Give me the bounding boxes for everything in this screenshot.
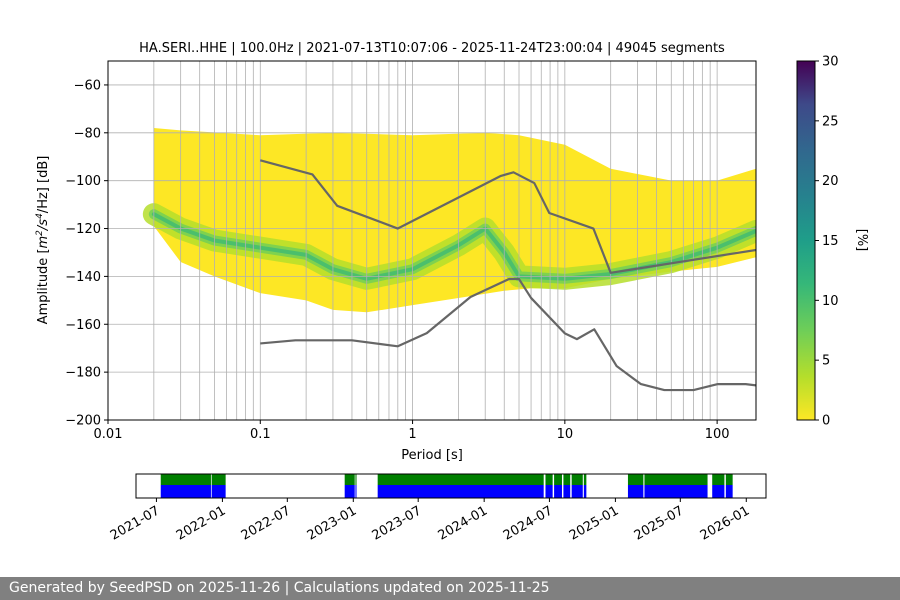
- timeline-psd-segment: [644, 474, 708, 485]
- colorbar-tick-label: 10: [822, 294, 839, 309]
- timeline-psd-segment: [554, 474, 562, 485]
- timeline-data-segment: [355, 485, 357, 498]
- y-axis-label: Amplitude [m2/s4/Hz] [dB]: [35, 156, 51, 325]
- data-availability-timeline: [160, 474, 733, 498]
- timeline-data-segment: [344, 485, 355, 498]
- timeline-psd-segment: [583, 474, 587, 485]
- density-envelope: [153, 128, 756, 313]
- timeline-psd-segment: [712, 474, 725, 485]
- y-tick-label: −100: [65, 174, 101, 189]
- x-tick-label: 0.01: [94, 427, 123, 442]
- timeline-data-segment: [545, 485, 553, 498]
- series-line-nhnm: [259, 159, 756, 274]
- colorbar-tick-label: 0: [822, 414, 830, 429]
- timeline-tick-label: 2023-01: [305, 503, 360, 543]
- timeline-data-segment: [627, 485, 644, 498]
- timeline-tick-label: 2024-01: [436, 503, 491, 543]
- timeline-psd-segment: [545, 474, 553, 485]
- y-tick-label: −80: [74, 126, 101, 141]
- footer-text: Generated by SeedPSD on 2025-11-26 | Cal…: [0, 577, 900, 600]
- psd-density-heatmap: [142, 128, 756, 313]
- timeline-tick-label: 2026-01: [698, 503, 753, 543]
- timeline-tick-label: 2023-07: [370, 503, 425, 543]
- timeline-psd-segment: [563, 474, 571, 485]
- timeline-psd-segment: [211, 474, 226, 485]
- x-tick-label: 0.1: [250, 427, 271, 442]
- plot-grid: [107, 61, 756, 421]
- series-line-nlnm: [260, 277, 756, 392]
- colorbar-label: [%]: [854, 229, 869, 252]
- chart-title: HA.SERI..HHE | 100.0Hz | 2021-07-13T10:0…: [139, 41, 725, 56]
- x-tick-label: 100: [705, 427, 730, 442]
- timeline-frame: [135, 473, 767, 499]
- timeline-data-segment: [211, 485, 226, 498]
- timeline-data-segment: [563, 485, 571, 498]
- timeline-data-segment: [377, 485, 544, 498]
- y-tick-label: −140: [65, 270, 101, 285]
- colorbar-tick-label: 25: [822, 114, 839, 129]
- timeline-data-segment: [725, 485, 733, 498]
- x-tick-label: 1: [408, 427, 416, 442]
- timeline-psd-segment: [725, 474, 733, 485]
- timeline-tick-label: 2022-01: [174, 503, 229, 543]
- timeline-psd-segment: [571, 474, 583, 485]
- timeline-psd-segment: [627, 474, 644, 485]
- timeline-data-segment: [712, 485, 725, 498]
- colorbar-tick-label: 30: [822, 55, 839, 70]
- timeline-tick-label: 2025-07: [632, 503, 687, 543]
- timeline-data-segment: [571, 485, 583, 498]
- colorbar-tick-label: 20: [822, 174, 839, 189]
- y-tick-label: −180: [65, 366, 101, 381]
- y-tick-label: −200: [65, 414, 101, 429]
- timeline-data-segment: [554, 485, 562, 498]
- x-tick-label: 10: [557, 427, 574, 442]
- x-axis-label: Period [s]: [401, 448, 463, 463]
- plot-frame: [107, 60, 757, 421]
- timeline-psd-segment: [355, 474, 357, 485]
- y-tick-label: −160: [65, 318, 101, 333]
- timeline-psd-segment: [377, 474, 544, 485]
- timeline-tick-label: 2025-01: [567, 503, 622, 543]
- timeline-data-segment: [160, 485, 211, 498]
- timeline-data-segment: [583, 485, 587, 498]
- colorbar-tick-label: 5: [822, 354, 830, 369]
- y-tick-label: −60: [74, 78, 101, 93]
- timeline-tick-label: 2022-07: [239, 503, 294, 543]
- y-tick-label: −120: [65, 222, 101, 237]
- colorbar-tick-label: 15: [822, 234, 839, 249]
- timeline-tick-label: 2021-07: [108, 503, 163, 543]
- timeline-psd-segment: [344, 474, 355, 485]
- colorbar: [796, 60, 816, 421]
- timeline-tick-label: 2024-07: [501, 503, 556, 543]
- timeline-data-segment: [644, 485, 708, 498]
- timeline-psd-segment: [160, 474, 211, 485]
